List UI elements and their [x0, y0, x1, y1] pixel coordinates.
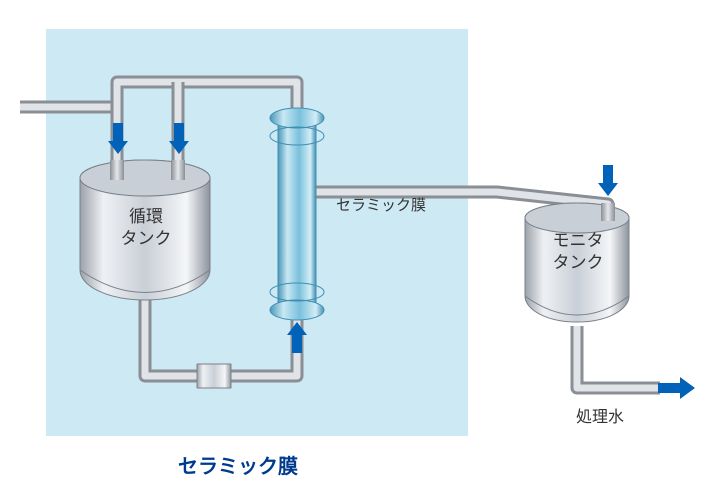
label-monitor-tank: モニタ タンク [540, 230, 616, 274]
label-circ-tank: 循環 タンク [105, 206, 187, 250]
label-monitor-tank-l1: モニタ [553, 231, 604, 250]
arrow-monitor-in [598, 165, 618, 196]
label-membrane: セラミック膜 [336, 196, 426, 216]
label-circ-tank-l2: タンク [121, 229, 172, 248]
label-treated-water: 処理水 [576, 408, 624, 429]
label-circ-tank-l1: 循環 [129, 207, 163, 226]
ceramic-membrane [270, 108, 324, 320]
label-monitor-tank-l2: タンク [553, 253, 604, 272]
arrow-outlet [658, 377, 695, 399]
arrow-membrane-in [287, 322, 307, 353]
diagram-title: セラミック膜 [178, 450, 298, 479]
